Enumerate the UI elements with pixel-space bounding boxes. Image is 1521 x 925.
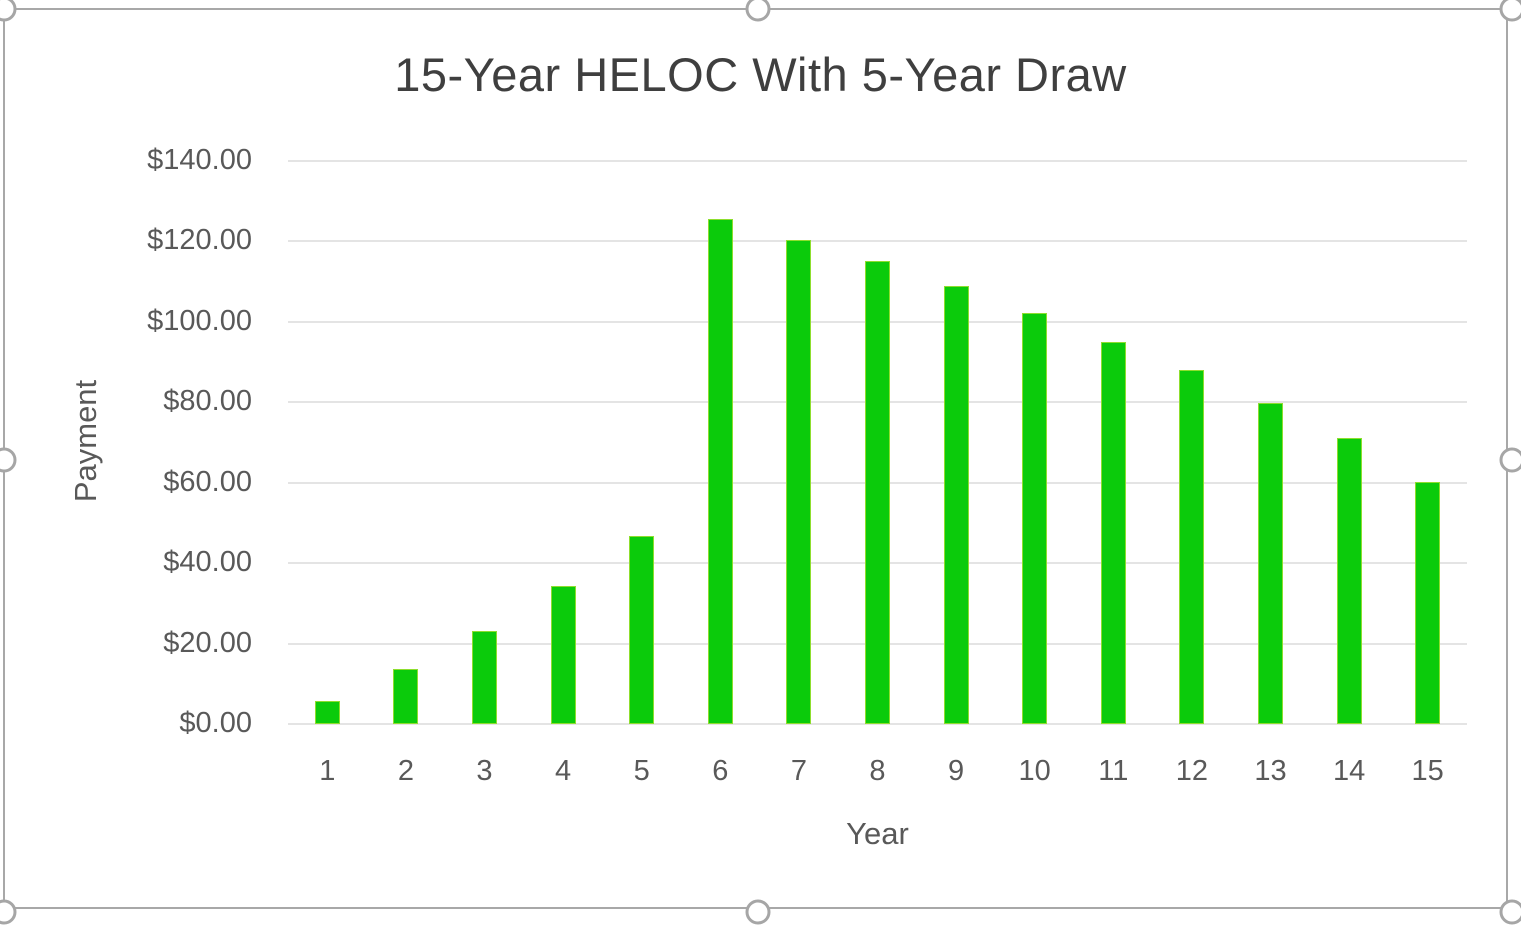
x-tick-label-12[interactable]: 12 bbox=[1152, 757, 1232, 786]
y-tick-label-100[interactable]: $100.00 bbox=[82, 307, 252, 336]
x-tick-label-15[interactable]: 15 bbox=[1388, 757, 1468, 786]
selection-handle-bottom-right[interactable] bbox=[1500, 900, 1521, 925]
selection-handle-middle-right[interactable] bbox=[1500, 448, 1521, 473]
bar-year-7[interactable] bbox=[786, 240, 811, 724]
selection-handle-bottom-middle[interactable] bbox=[746, 900, 771, 925]
y-tick-label-0[interactable]: $0.00 bbox=[82, 709, 252, 738]
bar-year-11[interactable] bbox=[1101, 342, 1126, 724]
bar-year-13[interactable] bbox=[1258, 403, 1283, 724]
x-tick-label-3[interactable]: 3 bbox=[445, 757, 525, 786]
bar-year-8[interactable] bbox=[865, 261, 890, 724]
bar-year-12[interactable] bbox=[1179, 370, 1204, 724]
x-tick-label-9[interactable]: 9 bbox=[916, 757, 996, 786]
y-tick-label-120[interactable]: $120.00 bbox=[82, 226, 252, 255]
bar-year-1[interactable] bbox=[315, 701, 340, 724]
x-tick-label-6[interactable]: 6 bbox=[680, 757, 760, 786]
y-tick-label-40[interactable]: $40.00 bbox=[82, 548, 252, 577]
chart-title[interactable]: 15-Year HELOC With 5-Year Draw bbox=[0, 47, 1521, 102]
y-tick-label-140[interactable]: $140.00 bbox=[82, 146, 252, 175]
bar-year-14[interactable] bbox=[1337, 438, 1362, 724]
bar-year-4[interactable] bbox=[551, 586, 576, 724]
selection-handle-top-right[interactable] bbox=[1500, 0, 1521, 22]
x-axis-title[interactable]: Year bbox=[288, 816, 1467, 852]
gridline-120 bbox=[288, 240, 1467, 242]
x-tick-label-1[interactable]: 1 bbox=[287, 757, 367, 786]
bar-year-5[interactable] bbox=[629, 536, 654, 724]
x-tick-label-13[interactable]: 13 bbox=[1231, 757, 1311, 786]
x-tick-label-4[interactable]: 4 bbox=[523, 757, 603, 786]
bar-year-9[interactable] bbox=[944, 286, 969, 724]
x-tick-label-10[interactable]: 10 bbox=[995, 757, 1075, 786]
x-tick-label-2[interactable]: 2 bbox=[366, 757, 446, 786]
bar-year-10[interactable] bbox=[1022, 313, 1047, 724]
x-tick-label-8[interactable]: 8 bbox=[838, 757, 918, 786]
bar-year-6[interactable] bbox=[708, 219, 733, 724]
bar-year-3[interactable] bbox=[472, 631, 497, 724]
x-tick-label-14[interactable]: 14 bbox=[1309, 757, 1389, 786]
bar-year-2[interactable] bbox=[393, 669, 418, 724]
y-tick-label-80[interactable]: $80.00 bbox=[82, 387, 252, 416]
x-tick-label-11[interactable]: 11 bbox=[1073, 757, 1153, 786]
x-tick-label-7[interactable]: 7 bbox=[759, 757, 839, 786]
bar-year-15[interactable] bbox=[1415, 482, 1440, 724]
y-tick-label-20[interactable]: $20.00 bbox=[82, 629, 252, 658]
y-axis-title[interactable]: Payment bbox=[68, 380, 104, 502]
x-tick-label-5[interactable]: 5 bbox=[602, 757, 682, 786]
y-tick-label-60[interactable]: $60.00 bbox=[82, 468, 252, 497]
gridline-140 bbox=[288, 160, 1467, 162]
